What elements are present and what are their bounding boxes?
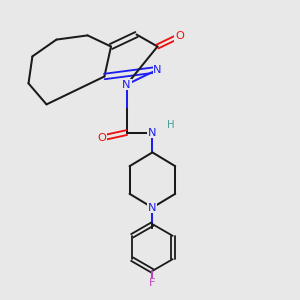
Text: N: N — [122, 80, 131, 90]
Text: N: N — [153, 64, 162, 75]
Text: N: N — [148, 128, 157, 138]
Text: O: O — [175, 31, 184, 41]
Text: O: O — [98, 133, 106, 143]
Text: N: N — [148, 202, 157, 213]
Text: F: F — [149, 278, 156, 289]
Text: H: H — [167, 120, 174, 130]
